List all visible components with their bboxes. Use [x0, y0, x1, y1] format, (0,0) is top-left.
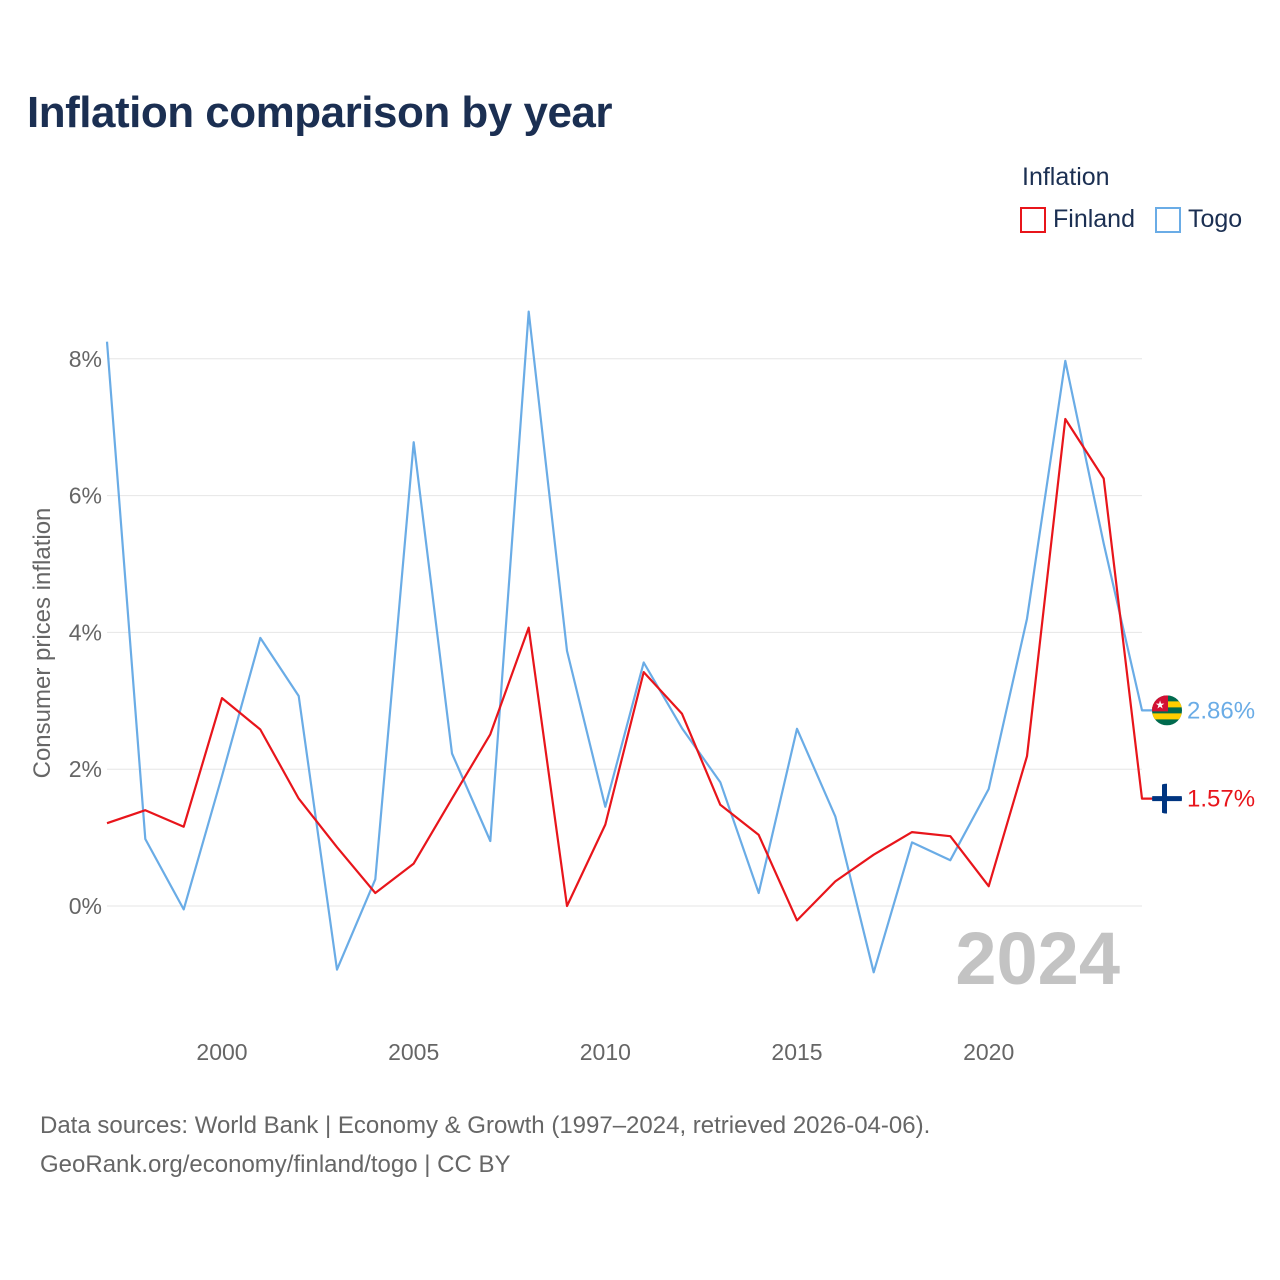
footer: Data sources: World Bank | Economy & Gro…: [40, 1106, 930, 1184]
line-chart: 0% 2% 4% 6% 8% 2000 2005 2010 2015 2020 Consumer…: [29, 310, 1255, 1065]
end-markers: ★ 2.86% 1.57%: [1152, 695, 1255, 814]
end-label-togo: 2.86%: [1187, 697, 1255, 724]
y-axis-ticks: 0% 2% 4% 6% 8%: [69, 346, 102, 919]
y-tick-label: 2%: [69, 756, 102, 782]
legend-item-togo[interactable]: Togo: [1155, 205, 1242, 234]
togo-flag-icon: ★: [1152, 695, 1182, 726]
series-lines: [105, 310, 1154, 974]
x-tick-label: 2005: [388, 1039, 439, 1065]
gridlines: [107, 358, 1142, 907]
svg-text:★: ★: [1155, 698, 1165, 711]
y-tick-label: 0%: [69, 893, 102, 919]
legend-swatch-finland: [1020, 206, 1046, 233]
y-tick-label: 4%: [69, 619, 102, 645]
footer-sources: Data sources: World Bank | Economy & Gro…: [40, 1112, 931, 1139]
footer-link: GeoRank.org/economy/finland/togo | CC BY: [40, 1151, 511, 1178]
chart-title: Inflation comparison by year: [27, 88, 613, 137]
legend-item-finland[interactable]: Finland: [1020, 205, 1135, 234]
x-tick-label: 2015: [771, 1039, 822, 1065]
x-axis-ticks: 2000 2005 2010 2015 2020: [196, 1039, 1014, 1065]
legend-swatch-togo: [1155, 206, 1181, 233]
y-axis-title: Consumer prices inflation: [29, 508, 56, 779]
series-line-finland[interactable]: [106, 417, 1154, 922]
y-tick-label: 6%: [69, 483, 102, 509]
series-line-togo[interactable]: [105, 310, 1154, 974]
x-tick-label: 2020: [963, 1039, 1014, 1065]
year-watermark: 2024: [955, 917, 1120, 1000]
x-tick-label: 2000: [196, 1039, 247, 1065]
end-label-finland: 1.57%: [1187, 786, 1255, 813]
y-tick-label: 8%: [69, 346, 102, 372]
legend-label-finland: Finland: [1053, 205, 1135, 233]
x-tick-label: 2010: [580, 1039, 631, 1065]
finland-flag-icon: [1152, 783, 1182, 814]
legend-title: Inflation: [1022, 163, 1110, 191]
legend-label-togo: Togo: [1188, 205, 1243, 233]
